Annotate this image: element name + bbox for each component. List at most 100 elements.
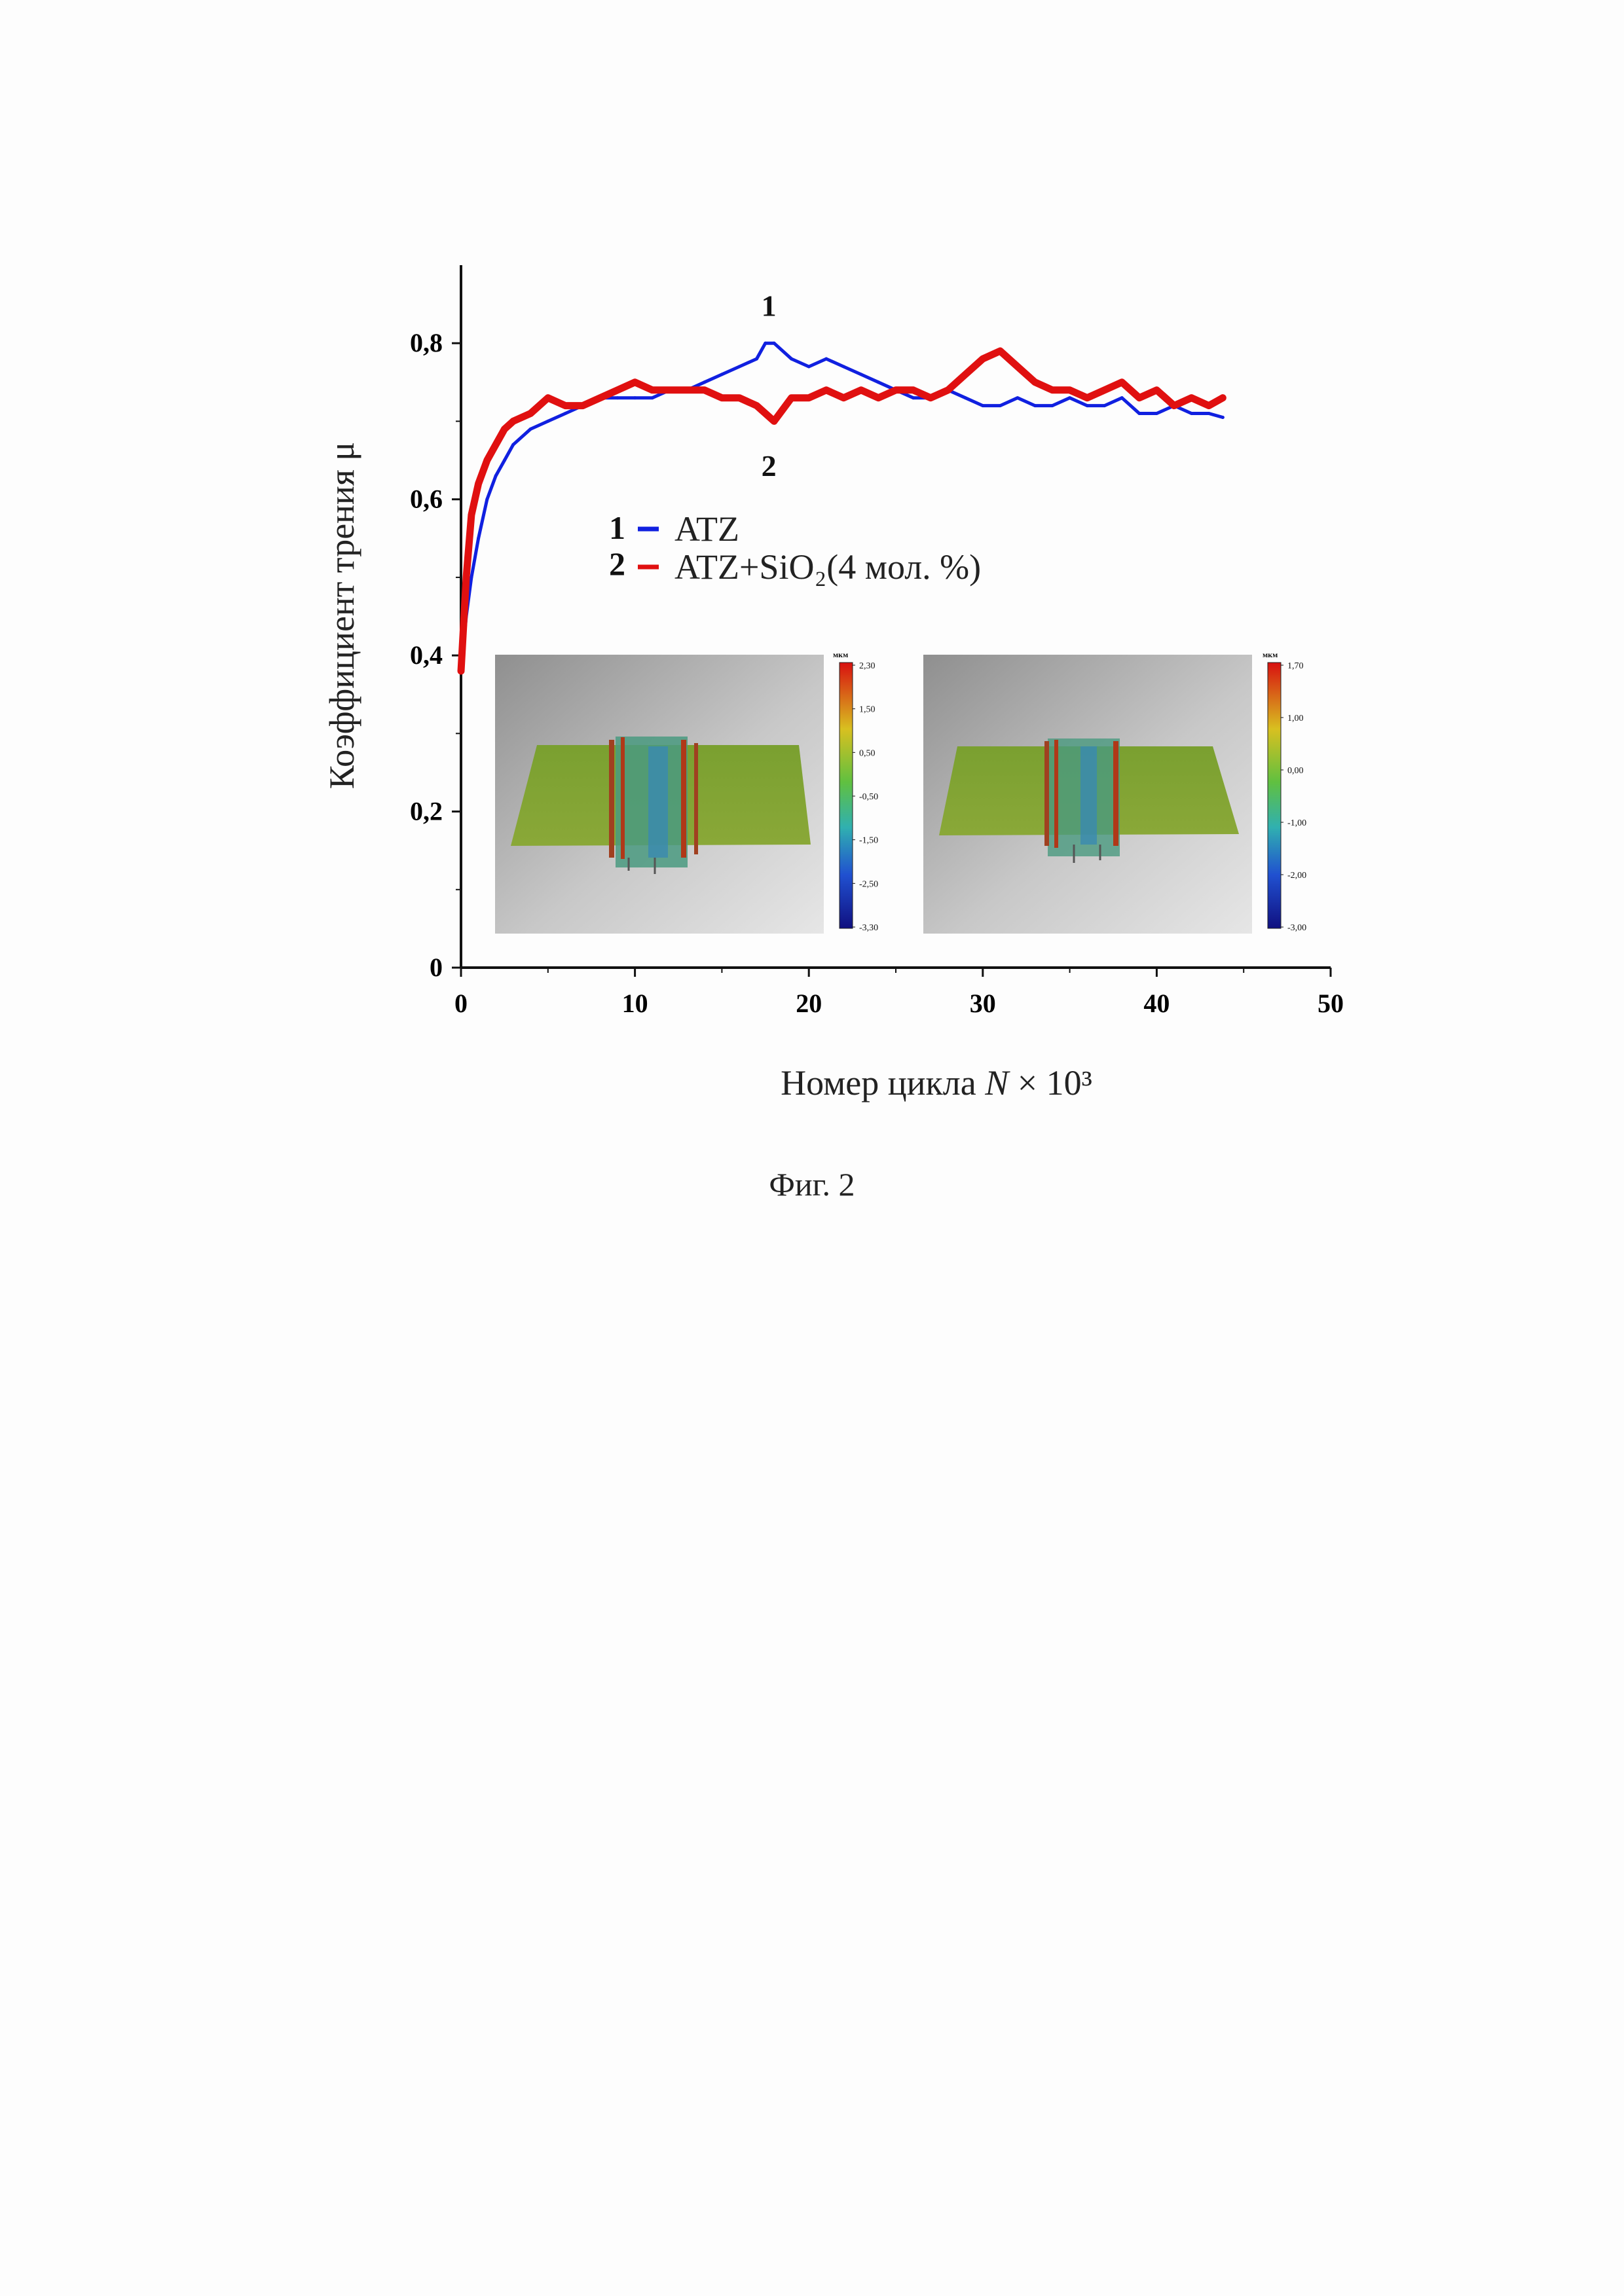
data-point-1 xyxy=(633,396,637,399)
x-axis-title-var: N xyxy=(984,1063,1010,1102)
data-point-2 xyxy=(859,388,862,392)
data-point-1 xyxy=(529,428,532,431)
data-point-2 xyxy=(511,420,515,423)
x-axis-title-suffix: × 10³ xyxy=(1008,1063,1092,1102)
figure: 00,20,40,60,8 01020304050 мкм 2,301,500,… xyxy=(0,0,1624,1244)
data-point-1 xyxy=(546,420,549,423)
data-point-1 xyxy=(1208,412,1211,415)
curve-label-2: 2 xyxy=(762,449,777,483)
data-point-1 xyxy=(470,575,473,579)
data-point-1 xyxy=(1221,416,1225,419)
data-point-2 xyxy=(946,388,950,392)
data-point-2 xyxy=(1068,388,1071,392)
y-tick-label: 0,4 xyxy=(410,640,443,670)
data-point-1 xyxy=(807,365,811,369)
data-point-2 xyxy=(773,420,776,423)
data-point-1 xyxy=(1086,404,1089,407)
y-tick-label: 0 xyxy=(430,953,443,982)
data-point-2 xyxy=(764,412,767,415)
inset-left-colorbar-ticks: 2,301,500,50-0,50-1,50-2,50-3,30 xyxy=(853,661,878,933)
data-point-1 xyxy=(485,498,489,501)
data-point-1 xyxy=(494,474,498,477)
data-point-1 xyxy=(703,380,706,384)
inset-right: мкм 1,701,000,00-1,00-2,00-3,00 xyxy=(923,650,1306,934)
x-tick-label: 50 xyxy=(1318,989,1344,1018)
data-point-1 xyxy=(1068,396,1071,399)
data-point-2 xyxy=(1033,380,1037,384)
data-point-1 xyxy=(738,365,741,369)
inset-left-colorbar xyxy=(840,663,853,928)
data-point-1 xyxy=(1155,412,1158,415)
data-point-1 xyxy=(564,412,567,415)
data-point-2 xyxy=(599,396,602,399)
colorbar-tick-label: -3,30 xyxy=(859,923,878,933)
data-point-1 xyxy=(764,342,767,345)
data-point-2 xyxy=(912,388,915,392)
data-point-1 xyxy=(859,373,862,376)
data-point-2 xyxy=(842,396,845,399)
data-point-1 xyxy=(912,396,915,399)
colorbar-tick-label: 1,70 xyxy=(1287,661,1304,671)
legend-entry-2: 2 ATZ+SiO₂(4 мол. %) xyxy=(609,545,981,587)
x-tick-label: 30 xyxy=(970,989,996,1018)
data-point-2 xyxy=(1137,396,1141,399)
data-point-2 xyxy=(581,404,584,407)
data-point-1 xyxy=(999,404,1002,407)
x-tick-label: 10 xyxy=(622,989,648,1018)
inset-left-colorbar-unit: мкм xyxy=(833,650,848,659)
x-tick-label: 20 xyxy=(796,989,822,1018)
inset-left: мкм 2,301,500,50-0,50-1,50-2,50-3,30 xyxy=(495,650,878,934)
data-point-2 xyxy=(1208,404,1211,407)
y-axis-title: Коэффициент трения μ xyxy=(322,442,361,789)
curve-label-1: 1 xyxy=(762,289,777,322)
data-point-2 xyxy=(651,388,654,392)
data-point-1 xyxy=(755,357,758,361)
data-point-2 xyxy=(790,396,793,399)
data-point-2 xyxy=(738,396,741,399)
x-tick-label: 0 xyxy=(454,989,468,1018)
data-point-1 xyxy=(790,357,793,361)
colorbar-tick-label: -0,50 xyxy=(859,792,878,802)
x-axis-title-prefix: Номер цикла xyxy=(781,1063,985,1102)
data-point-1 xyxy=(877,380,880,384)
legend-entry-1: 1 ATZ xyxy=(609,509,739,549)
data-point-2 xyxy=(999,350,1002,353)
data-point-2 xyxy=(1120,380,1124,384)
inset-right-wear-track xyxy=(1044,738,1120,863)
data-point-1 xyxy=(1016,396,1019,399)
data-point-2 xyxy=(1190,396,1193,399)
inset-right-colorbar xyxy=(1268,663,1281,928)
data-point-2 xyxy=(529,412,532,415)
legend: 1 ATZ 2 ATZ+SiO₂(4 мол. %) xyxy=(609,509,981,587)
data-point-1 xyxy=(1033,404,1037,407)
data-point-2 xyxy=(503,428,506,431)
colorbar-tick-label: -3,00 xyxy=(1287,923,1306,933)
data-point-2 xyxy=(877,396,880,399)
data-point-2 xyxy=(616,388,619,392)
data-point-1 xyxy=(773,342,776,345)
y-ticks: 00,20,40,60,8 xyxy=(410,328,461,982)
colorbar-tick-label: -1,00 xyxy=(1287,818,1306,828)
data-point-2 xyxy=(1221,396,1225,399)
data-point-1 xyxy=(964,396,967,399)
data-point-1 xyxy=(616,396,619,399)
legend-label-atz: ATZ xyxy=(674,509,739,549)
data-point-1 xyxy=(1120,396,1124,399)
inset-right-colorbar-unit: мкм xyxy=(1263,650,1278,659)
data-point-2 xyxy=(824,388,828,392)
data-point-2 xyxy=(633,380,637,384)
data-point-1 xyxy=(1051,404,1054,407)
data-point-1 xyxy=(503,459,506,462)
data-point-2 xyxy=(494,443,498,446)
legend-label-atz-sio2: ATZ+SiO₂(4 мол. %) xyxy=(674,547,981,587)
legend-marker-2: 2 xyxy=(609,545,625,582)
legend-marker-1: 1 xyxy=(609,509,625,546)
series-line-1 xyxy=(461,343,1223,671)
colorbar-tick-label: 1,00 xyxy=(1287,714,1304,723)
data-point-2 xyxy=(1155,388,1158,392)
colorbar-tick-label: 2,30 xyxy=(859,661,876,671)
data-point-2 xyxy=(981,357,984,361)
x-ticks: 01020304050 xyxy=(454,968,1344,1018)
data-point-2 xyxy=(668,388,671,392)
figure-caption: Фиг. 2 xyxy=(0,1165,1624,1203)
